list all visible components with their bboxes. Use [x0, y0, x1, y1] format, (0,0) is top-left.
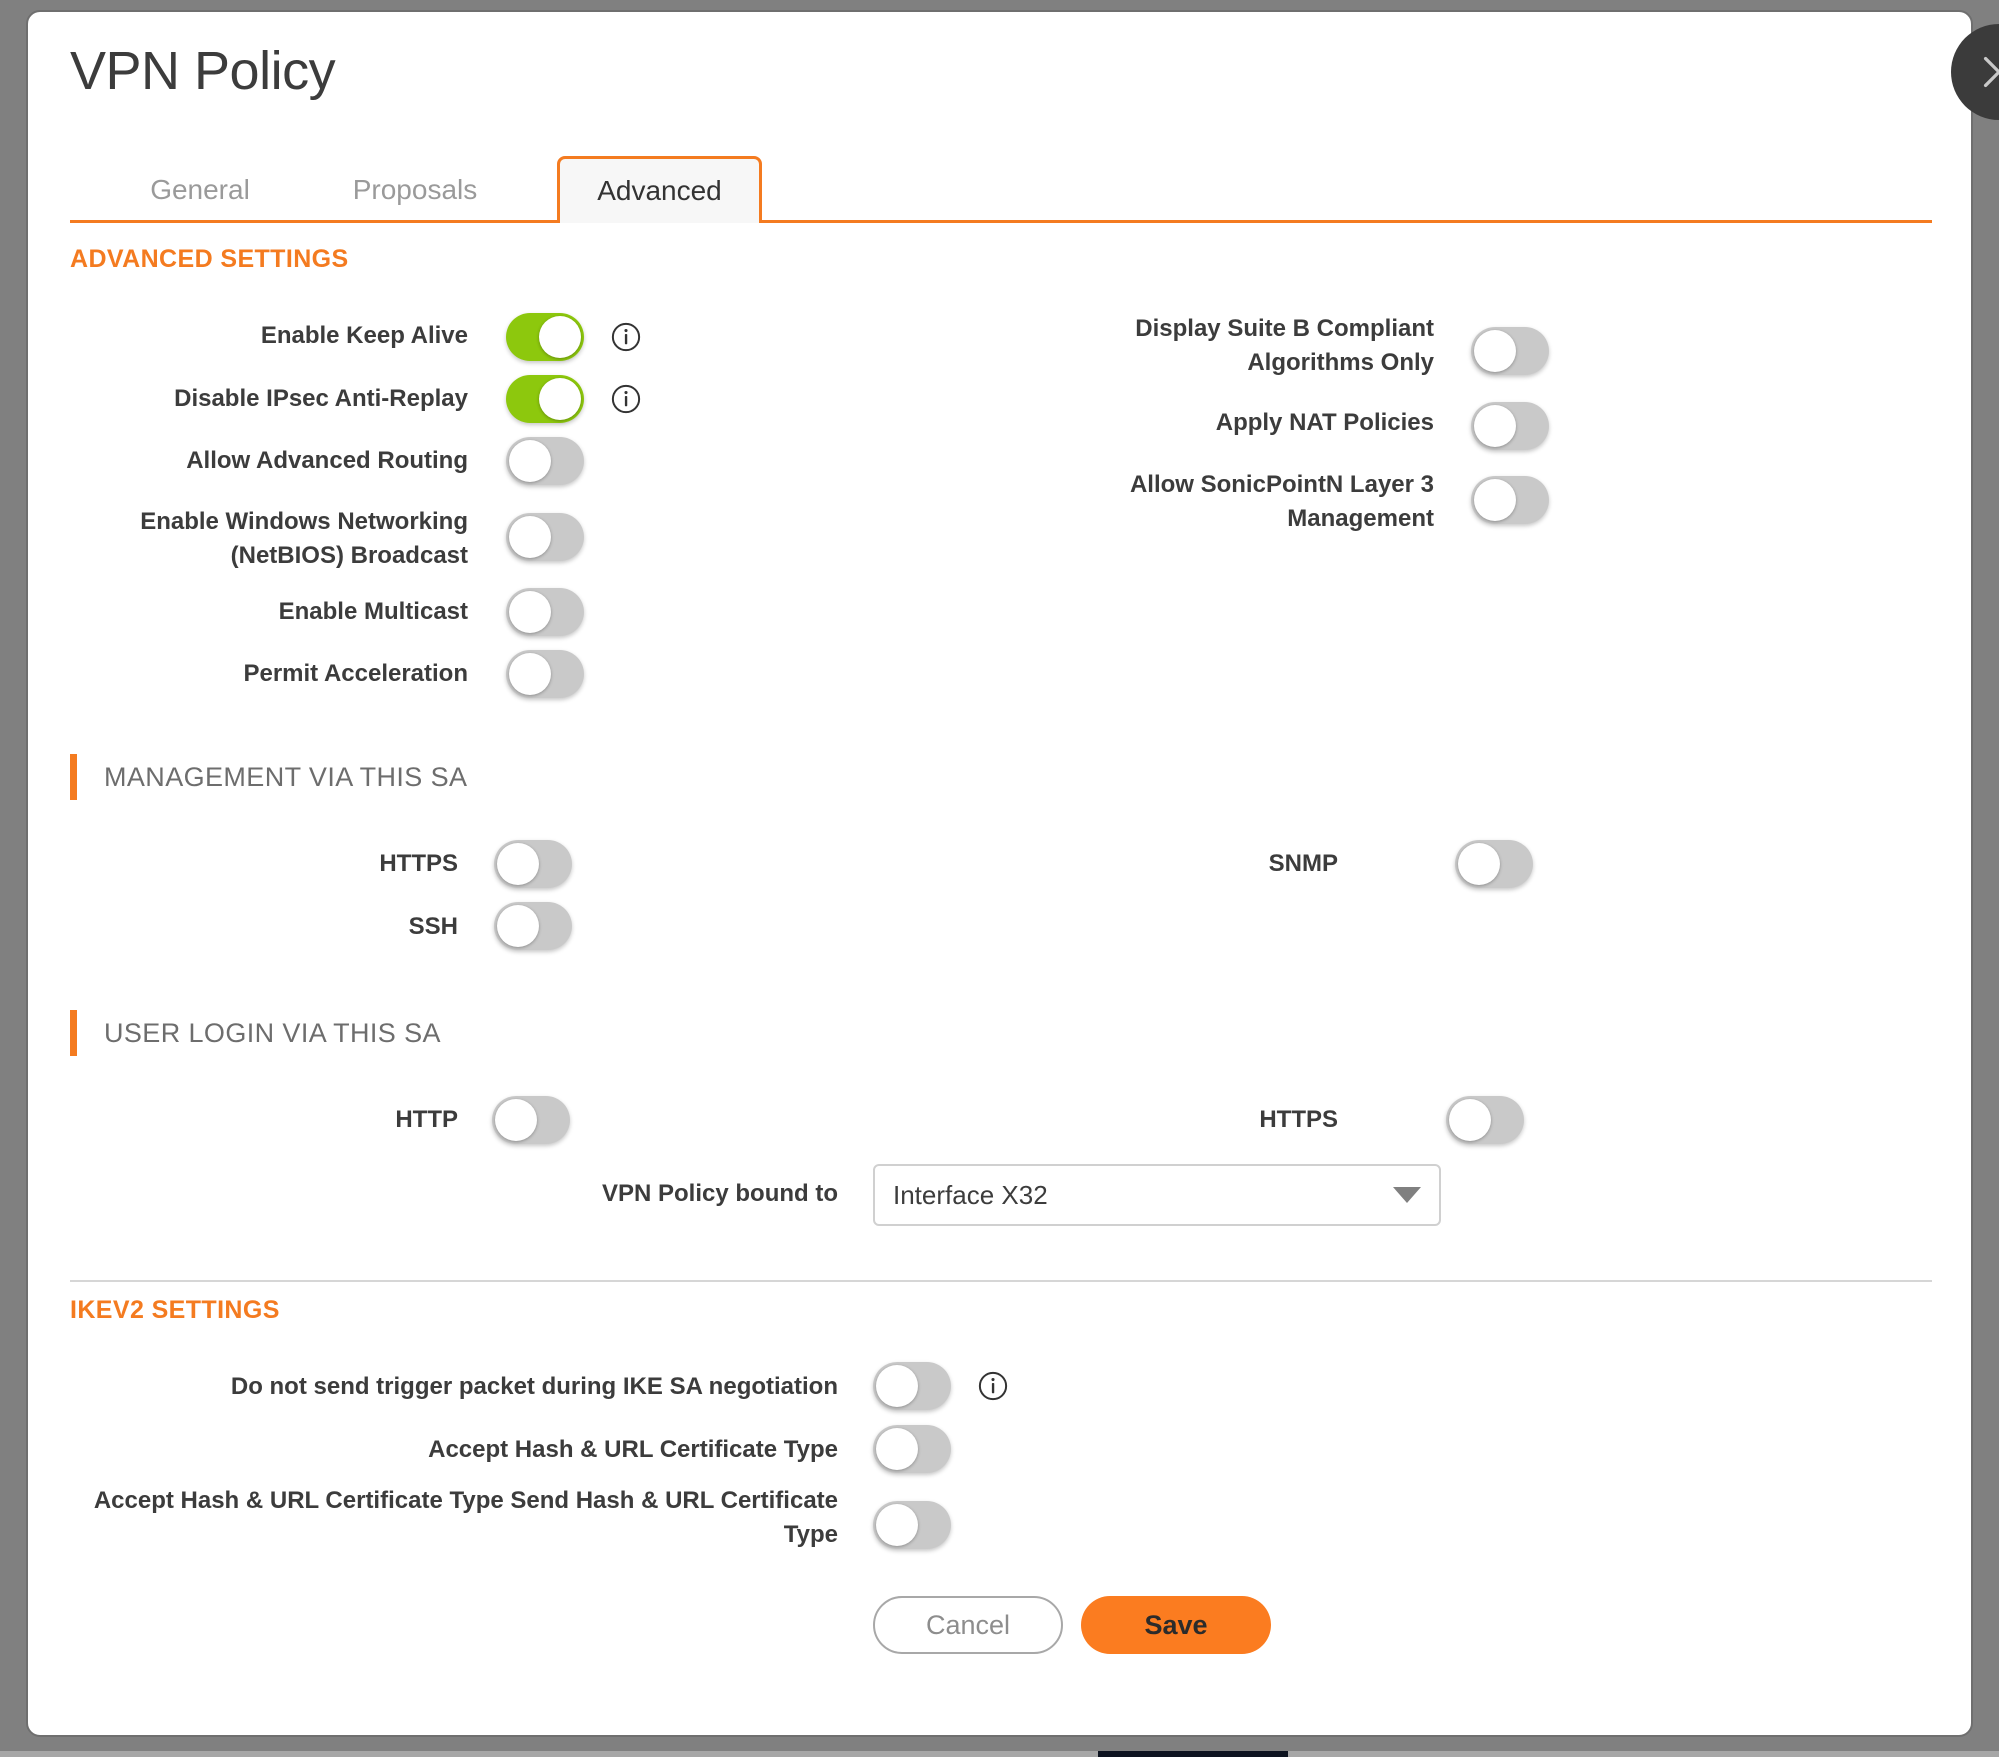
toggle-mgmt-snmp[interactable] [1455, 840, 1533, 888]
toggle-display-suite-b-compliant[interactable] [1471, 327, 1549, 375]
label-enable-keep-alive: Enable Keep Alive [260, 322, 468, 349]
tab-underline [70, 220, 1932, 223]
toggle-permit-acceleration[interactable] [506, 650, 584, 698]
label-mgmt-ssh: SSH [408, 913, 458, 940]
toggle-enable-keep-alive[interactable] [506, 313, 584, 361]
vpn-policy-dialog: VPN Policy General Proposals Advanced AD… [26, 10, 1973, 1737]
toggle-knob [539, 378, 581, 420]
label-permit-acceleration: Permit Acceleration [243, 660, 468, 687]
label-vpn-policy-bound-to: VPN Policy bound to [601, 1180, 838, 1207]
info-icon-enable-keep-alive[interactable] [611, 322, 641, 352]
toggle-enable-windows-networking[interactable] [506, 513, 584, 561]
toggle-mgmt-ssh[interactable] [494, 902, 572, 950]
toggle-knob [539, 316, 581, 358]
toggle-enable-multicast[interactable] [506, 588, 584, 636]
toggle-knob [497, 843, 539, 885]
toggle-knob [876, 1365, 918, 1407]
label-login-https: HTTPS [1259, 1106, 1338, 1133]
toggle-allow-sonicpointn-layer3[interactable] [1471, 476, 1549, 524]
label-display-suite-b-compliant: Display Suite B Compliant Algorithms Onl… [1135, 315, 1434, 376]
toggle-allow-advanced-routing[interactable] [506, 437, 584, 485]
toggle-knob [497, 905, 539, 947]
toggle-knob [1449, 1099, 1491, 1141]
user-login-via-sa-heading: USER LOGIN VIA THIS SA [70, 1010, 441, 1056]
cancel-button[interactable]: Cancel [873, 1596, 1063, 1654]
info-icon-disable-ipsec-anti-replay[interactable] [611, 384, 641, 414]
close-icon [1983, 56, 1999, 88]
tab-proposals[interactable]: Proposals [352, 173, 478, 205]
bottom-strip [0, 1751, 1999, 1757]
label-allow-sonicpointn-layer3: Allow SonicPointN Layer 3 Management [1129, 471, 1434, 532]
tab-bar: General Proposals Advanced [70, 155, 1932, 223]
vpn-policy-bound-to-select[interactable]: Interface X32 [873, 1164, 1441, 1226]
toggle-mgmt-https[interactable] [494, 840, 572, 888]
toggle-knob [1474, 479, 1516, 521]
toggle-knob [509, 440, 551, 482]
vpn-policy-bound-to-value: Interface X32 [893, 1179, 1048, 1210]
toggle-disable-ipsec-anti-replay[interactable] [506, 375, 584, 423]
tab-advanced[interactable]: Advanced [557, 156, 762, 223]
chevron-down-icon [1393, 1187, 1421, 1203]
section-accent-bar [70, 754, 77, 800]
advanced-settings-heading: ADVANCED SETTINGS [70, 245, 349, 273]
label-apply-nat-policies: Apply NAT Policies [1215, 409, 1434, 436]
toggle-knob [509, 653, 551, 695]
label-allow-advanced-routing: Allow Advanced Routing [186, 447, 468, 474]
ikev2-settings-heading: IKEV2 SETTINGS [70, 1296, 280, 1324]
toggle-knob [509, 516, 551, 558]
bottom-strip-dark-segment [1098, 1751, 1288, 1757]
toggle-knob [495, 1099, 537, 1141]
toggle-knob [1474, 330, 1516, 372]
label-enable-multicast: Enable Multicast [278, 598, 468, 625]
toggle-apply-nat-policies[interactable] [1471, 402, 1549, 450]
toggle-knob [876, 1504, 918, 1546]
management-via-sa-heading: MANAGEMENT VIA THIS SA [70, 754, 467, 800]
toggle-knob [1458, 843, 1500, 885]
label-disable-ipsec-anti-replay: Disable IPsec Anti-Replay [174, 385, 468, 412]
section-divider [70, 1280, 1932, 1282]
page-title: VPN Policy [70, 41, 336, 101]
tab-general[interactable]: General [150, 173, 250, 205]
toggle-login-https[interactable] [1446, 1096, 1524, 1144]
label-enable-windows-networking: Enable Windows Networking (NetBIOS) Broa… [140, 508, 468, 569]
toggle-knob [876, 1428, 918, 1470]
section-accent-bar [70, 1010, 77, 1056]
toggle-knob [1474, 405, 1516, 447]
toggle-accept-send-hash-url-certificate-type[interactable] [873, 1501, 951, 1549]
label-accept-hash-url-certificate-type: Accept Hash & URL Certificate Type [428, 1436, 838, 1463]
label-login-http: HTTP [395, 1106, 458, 1133]
save-button[interactable]: Save [1081, 1596, 1271, 1654]
label-accept-send-hash-url-certificate-type: Accept Hash & URL Certificate Type Send … [93, 1487, 838, 1548]
toggle-do-not-send-trigger-packet[interactable] [873, 1362, 951, 1410]
toggle-knob [509, 591, 551, 633]
info-icon-do-not-send-trigger-packet[interactable] [978, 1371, 1008, 1401]
label-mgmt-snmp: SNMP [1268, 850, 1338, 877]
label-mgmt-https: HTTPS [379, 850, 458, 877]
label-do-not-send-trigger-packet: Do not send trigger packet during IKE SA… [230, 1373, 838, 1400]
toggle-accept-hash-url-certificate-type[interactable] [873, 1425, 951, 1473]
toggle-login-http[interactable] [492, 1096, 570, 1144]
